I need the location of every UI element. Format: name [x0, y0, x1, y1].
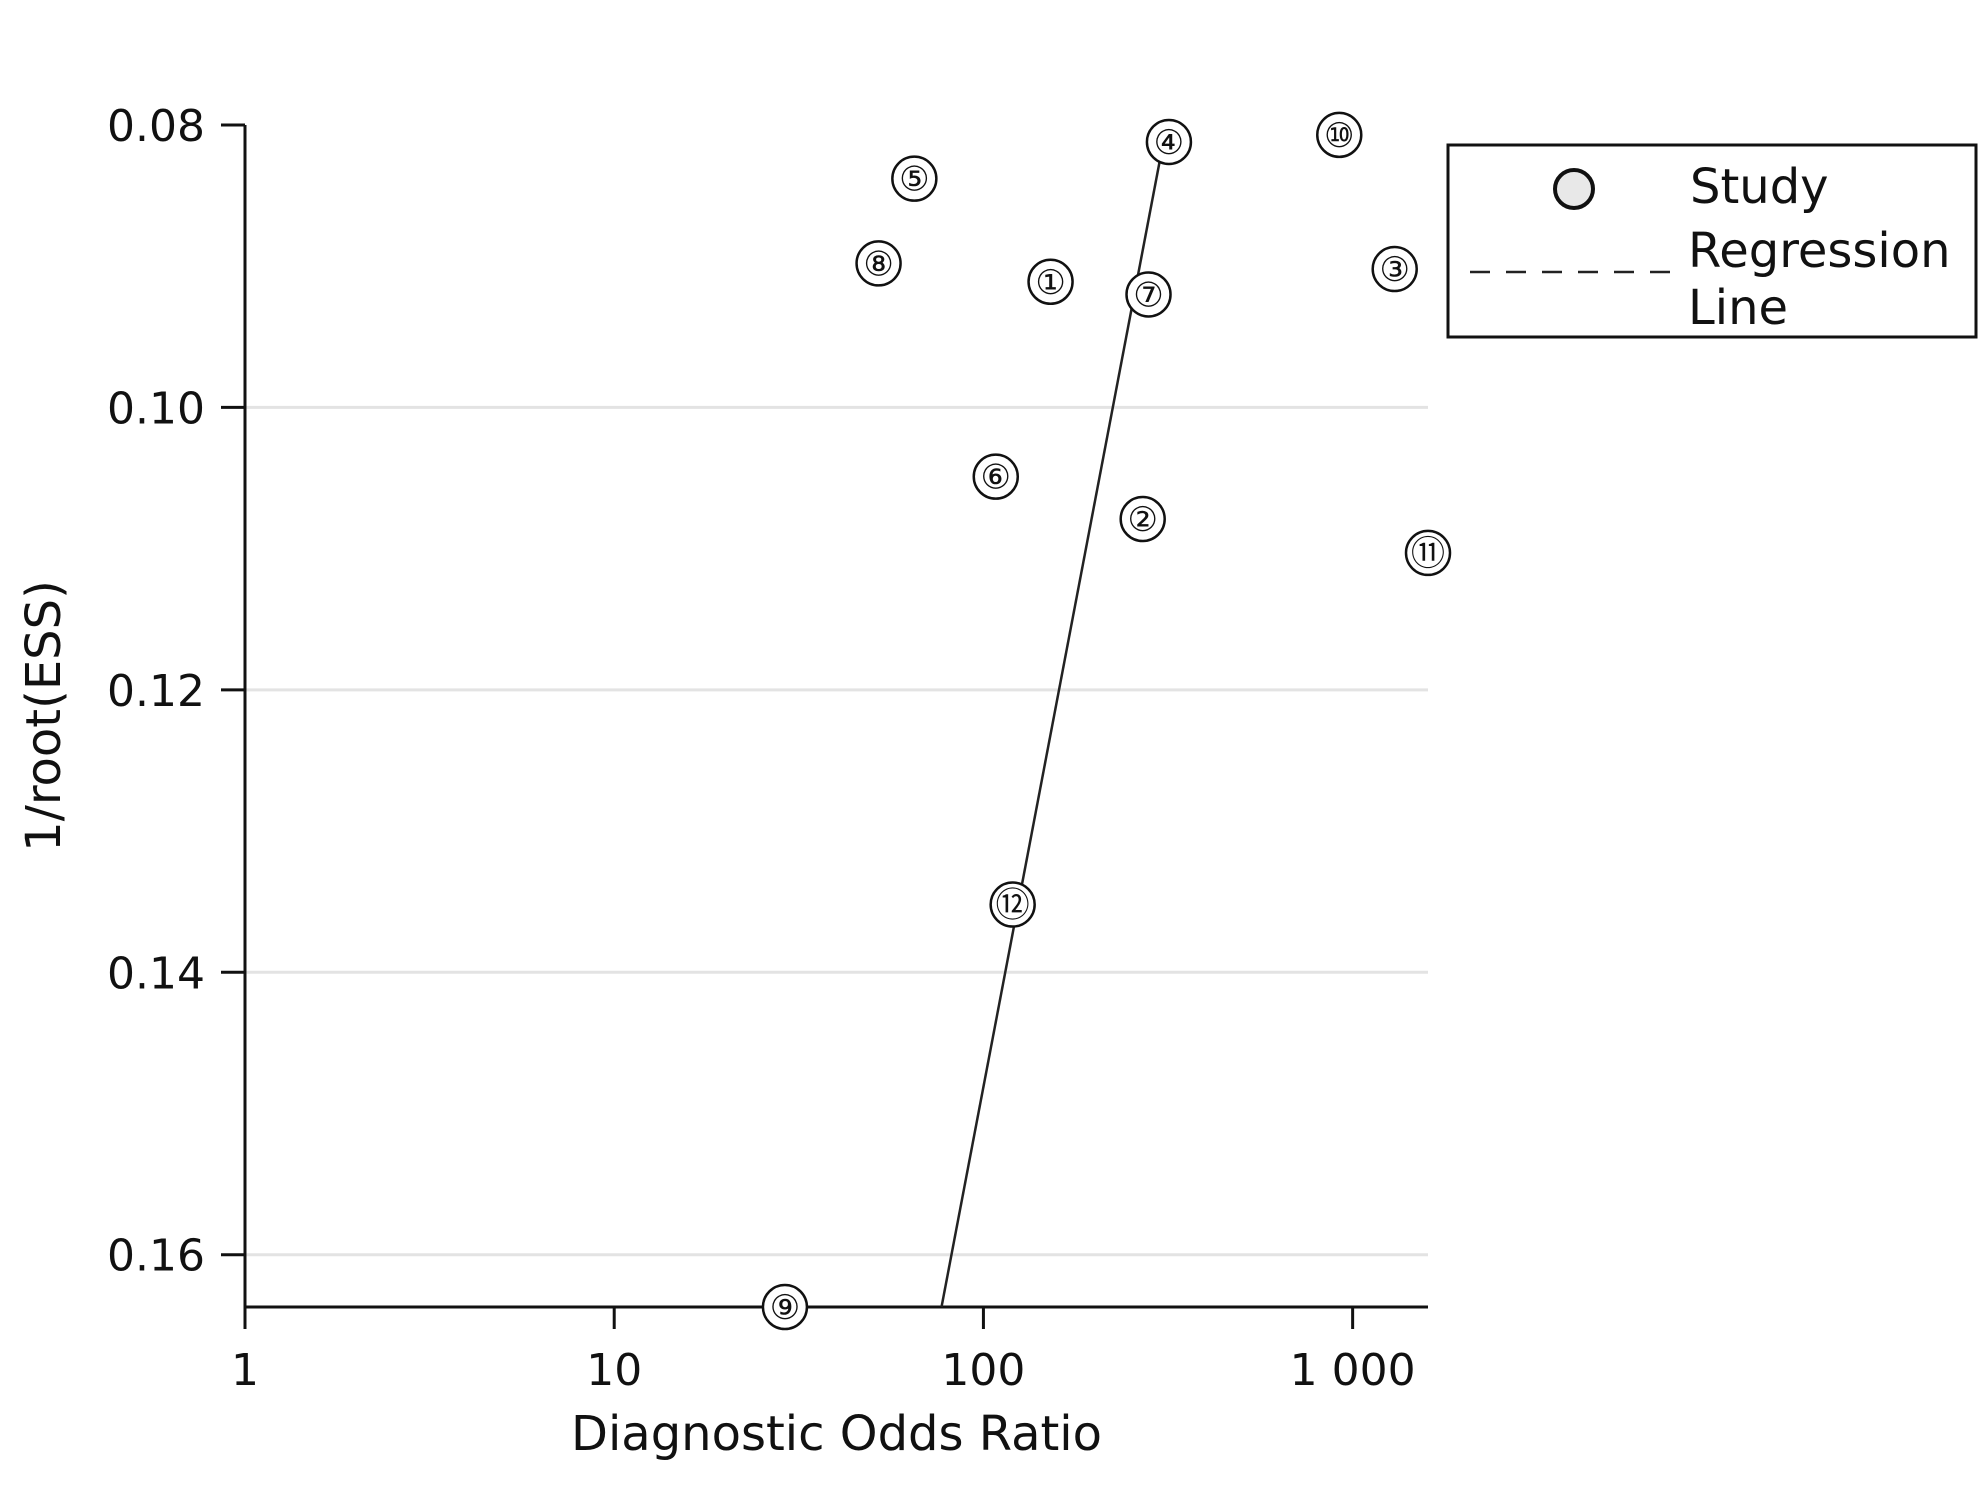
study-marker — [972, 453, 1020, 500]
study-point: ⑨ — [761, 1283, 809, 1331]
x-tick-label: 1 — [231, 1345, 259, 1396]
x-axis-title: Diagnostic Odds Ratio — [571, 1406, 1102, 1462]
regression-line — [940, 161, 1161, 1308]
x-tick-label: 10 — [586, 1345, 642, 1396]
study-label: ⑪ — [1411, 534, 1445, 574]
study-point: ⑦ — [1125, 271, 1172, 318]
axes — [243, 125, 1428, 1309]
study-label: ⑤ — [899, 160, 929, 200]
study-marker — [1125, 271, 1172, 318]
x-tick-label: 1 000 — [1290, 1345, 1416, 1396]
study-label: ⑨ — [770, 1288, 800, 1328]
legend-box — [1446, 143, 1978, 339]
study-label: ② — [1127, 500, 1157, 540]
study-marker — [1027, 258, 1074, 306]
legend: Study Regression Line — [1446, 143, 1978, 339]
y-tick-label: 0.14 — [107, 948, 205, 999]
study-label: ① — [1035, 263, 1065, 303]
study-label: ④ — [1154, 123, 1184, 163]
study-points: ① ② ③ ④ ⑤ ⑥ ⑦ ⑧ ⑨ ⑩ ⑪ ⑫ — [761, 111, 1452, 1331]
study-marker — [855, 240, 902, 287]
study-label: ⑦ — [1133, 275, 1163, 315]
study-point: ② — [1119, 495, 1166, 543]
regression-line-layer — [940, 161, 1161, 1308]
y-tick-label: 0.10 — [107, 383, 205, 434]
legend-regression-label: Regression — [1688, 223, 1951, 279]
study-marker — [1316, 111, 1363, 159]
study-point: ⑩ — [1316, 111, 1363, 159]
study-label: ⑧ — [863, 244, 893, 284]
study-marker — [1145, 118, 1193, 166]
y-tick-label: 0.08 — [107, 101, 205, 152]
study-point: ⑪ — [1404, 529, 1452, 577]
legend-regression-label-line2: Line — [1688, 280, 1788, 336]
legend-study-marker — [1553, 168, 1595, 210]
ticks: 0.08 0.10 0.12 0.14 0.16 1 10 100 1 000 — [107, 101, 1416, 1396]
study-label: ③ — [1379, 250, 1409, 290]
study-point: ⑥ — [972, 453, 1020, 500]
study-label: ⑥ — [981, 458, 1011, 498]
study-marker — [989, 881, 1036, 928]
y-tick-label: 0.12 — [107, 666, 205, 717]
study-point: ① — [1027, 258, 1074, 306]
study-marker — [891, 155, 938, 202]
study-label: ⑩ — [1324, 116, 1354, 156]
study-marker — [1404, 529, 1452, 577]
gridlines — [245, 405, 1428, 1257]
study-point: ⑤ — [891, 155, 938, 202]
x-tick-label: 100 — [941, 1345, 1025, 1396]
study-point: ⑧ — [855, 240, 902, 287]
study-marker — [1119, 495, 1166, 543]
study-marker — [761, 1283, 809, 1331]
y-axis-title: 1/root(ESS) — [16, 580, 72, 852]
study-point: ⑫ — [989, 881, 1036, 928]
study-label: ⑫ — [996, 886, 1030, 926]
y-tick-label: 0.16 — [107, 1231, 205, 1282]
legend-study-label: Study — [1690, 159, 1829, 215]
study-point: ④ — [1145, 118, 1193, 166]
study-marker — [1371, 245, 1418, 293]
study-point: ③ — [1371, 245, 1418, 293]
